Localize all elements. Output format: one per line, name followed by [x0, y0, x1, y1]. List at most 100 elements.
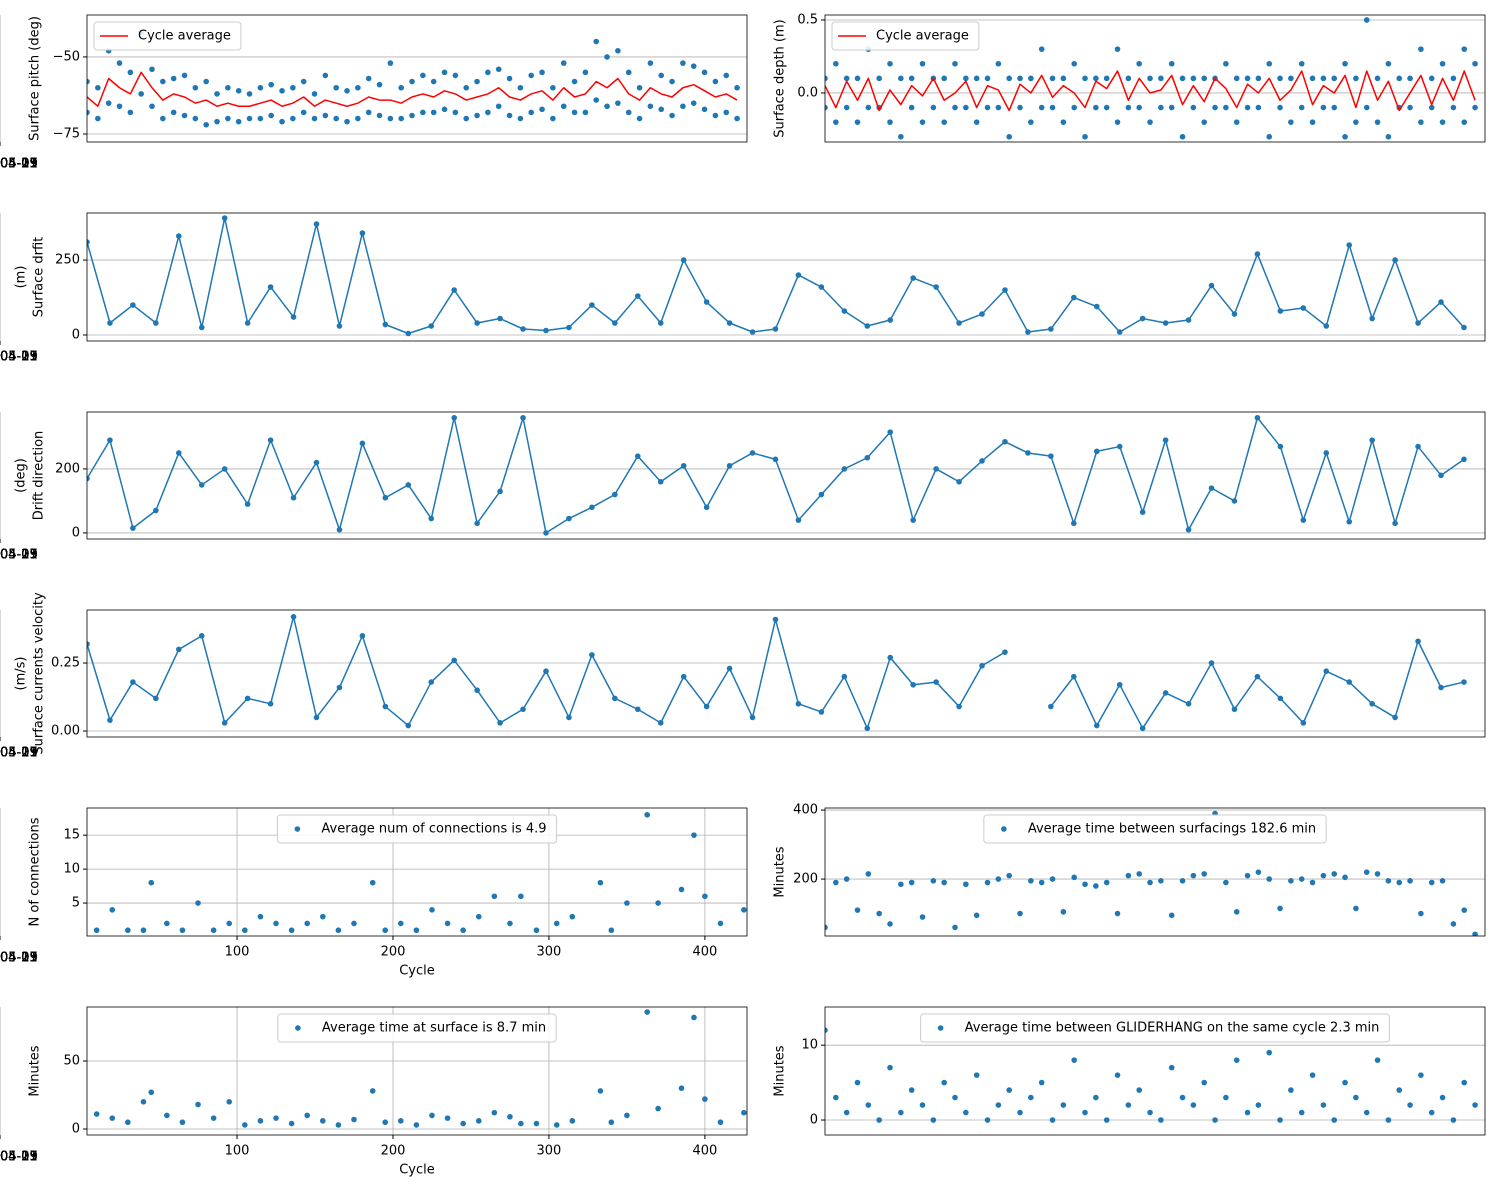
point: [198, 324, 205, 331]
point: [495, 66, 502, 73]
point: [1369, 701, 1375, 707]
point: [153, 320, 159, 326]
point: [647, 103, 654, 110]
point: [1136, 60, 1142, 67]
point: [1298, 60, 1305, 67]
point: [109, 907, 116, 913]
point: [825, 924, 828, 931]
y-tick-label: 250: [55, 253, 80, 268]
point: [973, 75, 980, 82]
point: [910, 681, 916, 688]
point: [1185, 701, 1192, 707]
point: [1002, 438, 1008, 445]
point: [336, 526, 343, 533]
point: [268, 112, 274, 119]
point: [1342, 60, 1348, 67]
point: [382, 927, 388, 934]
point: [257, 913, 264, 920]
point: [1472, 931, 1478, 936]
point: [1369, 437, 1375, 443]
point: [843, 876, 850, 882]
x-tick-label: 2025-04-13: [0, 1150, 38, 1165]
point: [772, 616, 779, 623]
point: [517, 84, 524, 91]
x-tick-label: 2025-04-25: [0, 951, 38, 966]
point: [506, 112, 513, 119]
x-tick-label: 2025-04-29: [0, 1150, 38, 1165]
point: [290, 314, 297, 320]
point: [1223, 104, 1229, 111]
point: [539, 106, 545, 113]
x-tick-label: 2025-04-21: [0, 951, 38, 966]
point: [887, 317, 894, 323]
point: [1320, 1102, 1327, 1108]
point: [495, 103, 502, 110]
point: [1125, 1102, 1132, 1108]
point: [267, 701, 274, 707]
point: [181, 112, 188, 119]
legend: Average time between GLIDERHANG on the s…: [920, 1013, 1390, 1043]
point: [497, 315, 503, 322]
x-tick-label: 2025-04-29: [0, 548, 38, 563]
point: [405, 482, 412, 488]
point: [474, 112, 480, 119]
point: [1461, 46, 1468, 52]
point: [268, 81, 274, 88]
point: [973, 1072, 980, 1078]
point: [690, 100, 697, 106]
point: [1244, 104, 1251, 111]
point: [1093, 883, 1099, 889]
point: [634, 706, 641, 713]
point: [528, 72, 535, 79]
point: [1472, 104, 1478, 111]
plot-area: [825, 810, 1478, 936]
point: [1255, 104, 1262, 111]
y-axis-label: Drift direction: [32, 431, 47, 521]
point: [164, 920, 170, 927]
subplot: 2025-04-092025-04-132025-04-172025-04-21…: [0, 12, 1486, 172]
point: [244, 501, 251, 507]
y-axis-label: (deg): [14, 458, 29, 493]
point: [1439, 1094, 1446, 1101]
point: [335, 927, 342, 934]
point: [854, 75, 861, 82]
x-tick-label: 2025-05-01: [0, 1150, 38, 1165]
point: [1418, 119, 1424, 125]
point: [1185, 526, 1192, 533]
point: [723, 72, 730, 79]
point: [430, 109, 437, 116]
point: [887, 921, 893, 927]
point: [1116, 681, 1123, 688]
x-tick-label: 2025-04-17: [0, 746, 38, 761]
legend-label: Average time between GLIDERHANG on the s…: [965, 1021, 1380, 1036]
point: [690, 63, 697, 69]
point: [125, 927, 131, 934]
point: [1298, 104, 1305, 111]
point: [604, 103, 610, 110]
point: [634, 453, 641, 459]
x-tick-label: 2025-05-05: [0, 746, 38, 761]
point: [1392, 520, 1398, 527]
point: [1266, 60, 1273, 67]
point: [1255, 1102, 1262, 1108]
point: [1093, 448, 1100, 455]
y-tick-label: 0: [72, 1122, 80, 1137]
point: [1369, 315, 1375, 322]
point: [517, 115, 524, 122]
point: [941, 1079, 947, 1086]
point: [198, 482, 205, 488]
y-tick-label: 10: [801, 1038, 818, 1053]
y-axis-label: Surface pitch (deg): [28, 16, 43, 141]
point: [225, 84, 231, 91]
point: [712, 112, 719, 119]
point: [593, 97, 600, 103]
point: [273, 1115, 279, 1121]
point: [956, 478, 962, 485]
point: [734, 84, 740, 91]
subplot: 2025-04-092025-04-132025-04-172025-04-21…: [0, 1006, 1486, 1165]
point: [1208, 485, 1215, 491]
point: [1407, 877, 1413, 884]
point: [655, 900, 661, 906]
point: [1392, 257, 1398, 263]
point: [1300, 720, 1307, 726]
